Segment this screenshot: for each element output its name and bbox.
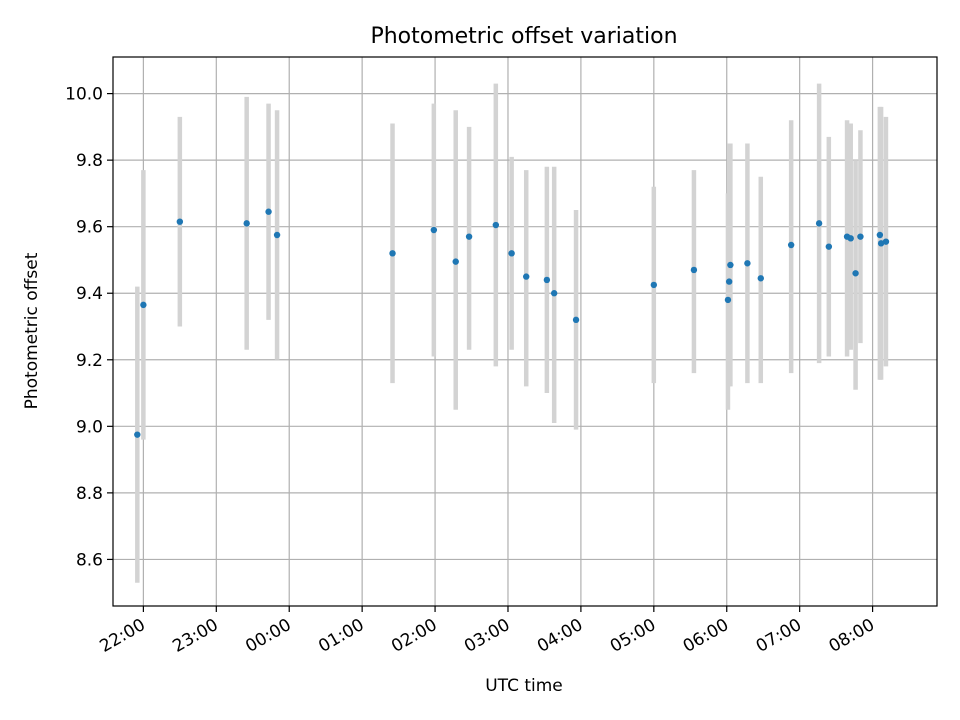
data-point bbox=[690, 266, 698, 274]
data-point bbox=[572, 316, 580, 324]
data-point bbox=[140, 301, 147, 309]
data-point bbox=[492, 221, 500, 229]
y-axis-label: Photometric offset bbox=[22, 252, 42, 409]
data-point bbox=[265, 208, 272, 215]
x-tick-label: 06:00 bbox=[680, 615, 732, 657]
data-point bbox=[452, 258, 459, 265]
x-tick-label: 08:00 bbox=[826, 615, 878, 657]
data-point bbox=[876, 231, 884, 239]
y-tick-label: 8.8 bbox=[76, 484, 103, 504]
y-tick-label: 9.8 bbox=[76, 151, 103, 171]
error-bars bbox=[135, 83, 889, 583]
data-point bbox=[176, 218, 184, 225]
x-tick-label: 03:00 bbox=[461, 615, 513, 657]
data-point bbox=[430, 226, 438, 234]
data-point bbox=[857, 233, 864, 240]
x-tick-label: 04:00 bbox=[534, 615, 586, 657]
data-point bbox=[523, 273, 530, 280]
y-tick-label: 10.0 bbox=[65, 85, 103, 105]
x-tick-label: 02:00 bbox=[388, 615, 440, 657]
data-point bbox=[725, 278, 733, 285]
data-point bbox=[508, 250, 515, 257]
data-point bbox=[543, 276, 551, 284]
data-point bbox=[787, 241, 795, 249]
data-point bbox=[650, 281, 658, 289]
y-axis-ticks: 8.6 8.8 9.0 9.2 9.4 9.6 9.8 10.0 bbox=[65, 85, 113, 570]
x-tick-label: 05:00 bbox=[607, 615, 659, 657]
data-point bbox=[243, 220, 250, 227]
data-point bbox=[550, 290, 558, 297]
data-point bbox=[744, 260, 751, 267]
y-tick-label: 9.4 bbox=[76, 284, 103, 304]
data-point bbox=[465, 233, 473, 240]
y-tick-label: 9.6 bbox=[76, 218, 103, 238]
x-tick-label: 23:00 bbox=[169, 615, 221, 657]
x-tick-label: 07:00 bbox=[753, 615, 805, 657]
data-points bbox=[134, 208, 890, 438]
x-axis-ticks: 22:00 23:00 00:00 01:00 02:00 03:00 04:00 05:00… bbox=[96, 606, 878, 657]
data-point bbox=[847, 235, 854, 242]
data-point bbox=[825, 243, 833, 250]
data-point bbox=[882, 238, 890, 245]
x-tick-label: 01:00 bbox=[315, 615, 367, 657]
data-point bbox=[273, 231, 281, 239]
x-axis-label: UTC time bbox=[485, 676, 563, 696]
data-point bbox=[877, 240, 885, 247]
y-tick-label: 9.2 bbox=[76, 351, 103, 371]
chart-title: Photometric offset variation bbox=[370, 24, 677, 49]
y-tick-label: 9.0 bbox=[76, 417, 103, 437]
plot-frame bbox=[112, 56, 938, 607]
data-point bbox=[727, 261, 734, 269]
x-tick-label: 00:00 bbox=[242, 615, 294, 657]
data-point bbox=[852, 270, 859, 277]
data-point bbox=[134, 431, 141, 438]
data-point bbox=[389, 250, 396, 257]
data-point bbox=[815, 220, 823, 227]
y-tick-label: 8.6 bbox=[76, 550, 103, 570]
x-tick-label: 22:00 bbox=[96, 615, 148, 657]
data-point bbox=[724, 296, 732, 304]
data-point bbox=[757, 275, 764, 282]
